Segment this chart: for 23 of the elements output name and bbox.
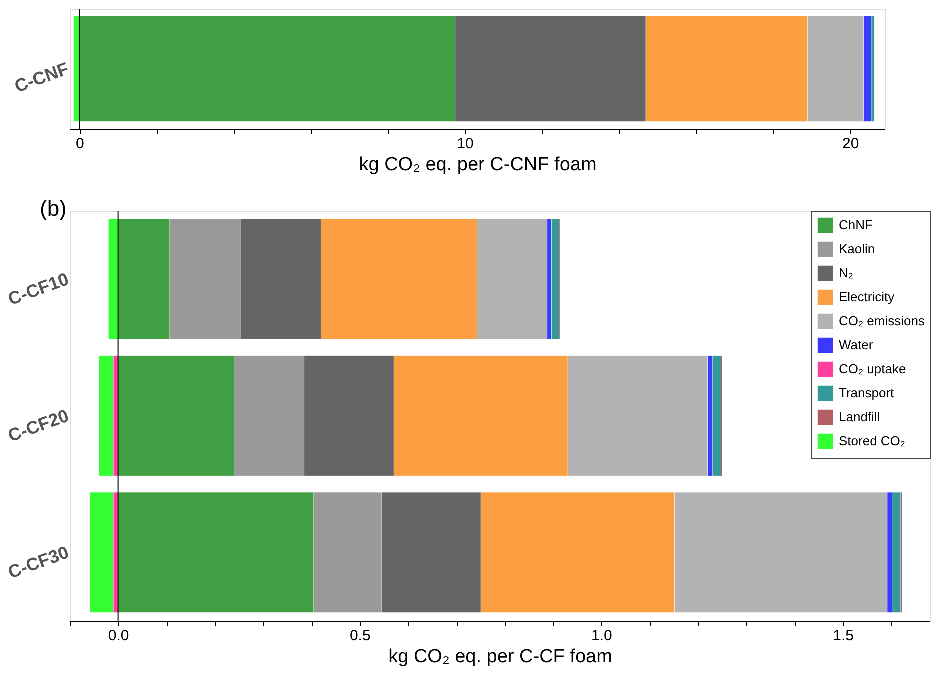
legend-label: N₂ — [839, 266, 854, 280]
legend-label: ChNF — [839, 218, 874, 232]
x-tick-label: 0.5 — [350, 628, 371, 644]
y-tick-label: C-CNF — [12, 58, 72, 97]
legend-label: Stored CO₂ — [839, 434, 906, 448]
x-axis-title: kg CO₂ eq. per C-CF foam — [388, 646, 612, 668]
x-tick-label: 0.0 — [108, 628, 130, 644]
x-tick-label: 1.5 — [833, 628, 854, 644]
x-axis-title: kg CO₂ eq. per C-CNF foam — [359, 154, 597, 176]
legend-label: Electricity — [839, 290, 896, 304]
y-tick-label: C-CF10 — [6, 268, 72, 310]
legend-label: Transport — [839, 386, 895, 400]
x-tick-label: 0 — [76, 136, 84, 152]
legend-label: CO₂ uptake — [839, 362, 906, 376]
x-tick-label: 20 — [842, 136, 860, 152]
legend-label: Landfill — [839, 410, 880, 424]
y-tick-label: C-CF20 — [6, 406, 72, 446]
legend-label: Kaolin — [839, 242, 876, 256]
legend-label: CO₂ emissions — [839, 314, 926, 328]
x-tick-label: 1.0 — [592, 628, 612, 644]
text: (b) — [40, 196, 67, 221]
legend-label: Water — [839, 338, 874, 352]
x-tick-label: 10 — [457, 136, 474, 152]
